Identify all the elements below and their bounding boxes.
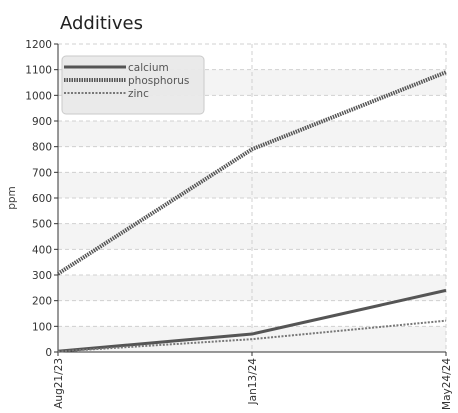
y-tick-label: 200 bbox=[32, 296, 52, 308]
x-tick-label: May24/24 bbox=[441, 358, 453, 410]
legend-box bbox=[61, 55, 205, 115]
x-tick-label: Jan13/24 bbox=[247, 358, 259, 406]
y-tick-label: 0 bbox=[45, 347, 52, 359]
axes bbox=[54, 44, 446, 356]
y-tick-label: 600 bbox=[32, 193, 52, 205]
y-tick-label: 100 bbox=[32, 321, 52, 333]
legend-label: calcium bbox=[128, 62, 169, 74]
y-tick-labels: 0 100 200 300 400 500 600 700 800 900 1000 1100 1200 bbox=[25, 39, 58, 359]
chart-title: Additives bbox=[60, 13, 143, 34]
y-tick-label: 700 bbox=[32, 167, 52, 179]
y-tick-label: 1200 bbox=[25, 39, 52, 51]
series-lines bbox=[56, 70, 447, 353]
y-tick-label: 300 bbox=[32, 270, 52, 282]
legend-label: phosphorus bbox=[128, 75, 189, 87]
y-tick-label: 800 bbox=[32, 142, 52, 154]
y-tick-label: 400 bbox=[32, 244, 52, 256]
x-tick-labels: Aug21/23 Jan13/24 May24/24 bbox=[53, 352, 453, 410]
x-tick-label: Aug21/23 bbox=[53, 358, 65, 409]
y-axis-label: ppm bbox=[6, 186, 18, 210]
series-line-calcium bbox=[57, 288, 447, 353]
legend-label: zinc bbox=[128, 88, 149, 100]
series-line-phosphorus bbox=[56, 70, 447, 276]
y-tick-label: 1100 bbox=[25, 65, 52, 77]
y-tick-label: 500 bbox=[32, 219, 52, 231]
series-line-zinc bbox=[57, 319, 447, 353]
y-tick-label: 900 bbox=[32, 116, 52, 128]
y-tick-label: 1000 bbox=[25, 90, 52, 102]
